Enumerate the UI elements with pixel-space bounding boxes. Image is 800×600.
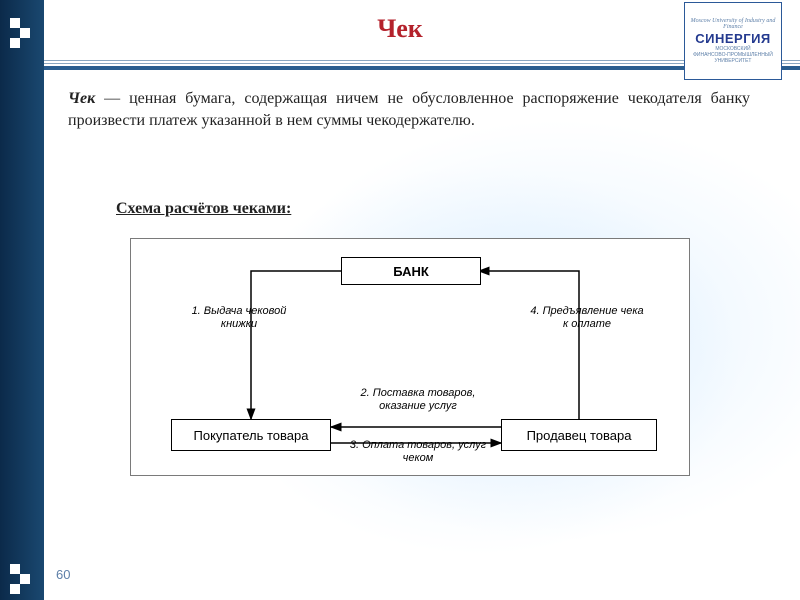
node-seller: Продавец товара bbox=[501, 419, 657, 451]
page-title: Чек bbox=[0, 14, 800, 44]
logo-synergy: Moscow University of Industry and Financ… bbox=[684, 2, 782, 80]
logo-sub3: УНИВЕРСИТЕТ bbox=[715, 59, 752, 64]
edge-label-3: 3. Оплата товаров, услуг чеком bbox=[341, 439, 495, 465]
edge-label-1: 1. Выдача чековой книжки bbox=[179, 305, 299, 331]
edge-label-4: 4. Предъявление чека к оплате bbox=[527, 305, 647, 331]
left-stripe bbox=[0, 0, 44, 600]
diagram-frame: БАНК Покупатель товара Продавец товара 1… bbox=[130, 238, 690, 476]
definition-body: — ценная бумага, содержащая ничем не обу… bbox=[68, 90, 750, 129]
edge-label-2: 2. Поставка товаров, оказание услуг bbox=[341, 387, 495, 413]
definition-text: Чек — ценная бумага, содержащая ничем не… bbox=[68, 88, 750, 131]
node-bank: БАНК bbox=[341, 257, 481, 285]
logo-main: СИНЕРГИЯ bbox=[695, 31, 771, 46]
page-number: 60 bbox=[56, 567, 70, 582]
logo-topline: Moscow University of Industry and Financ… bbox=[685, 18, 781, 30]
definition-term: Чек bbox=[68, 90, 95, 107]
scheme-title: Схема расчётов чеками: bbox=[116, 200, 291, 218]
node-buyer: Покупатель товара bbox=[171, 419, 331, 451]
